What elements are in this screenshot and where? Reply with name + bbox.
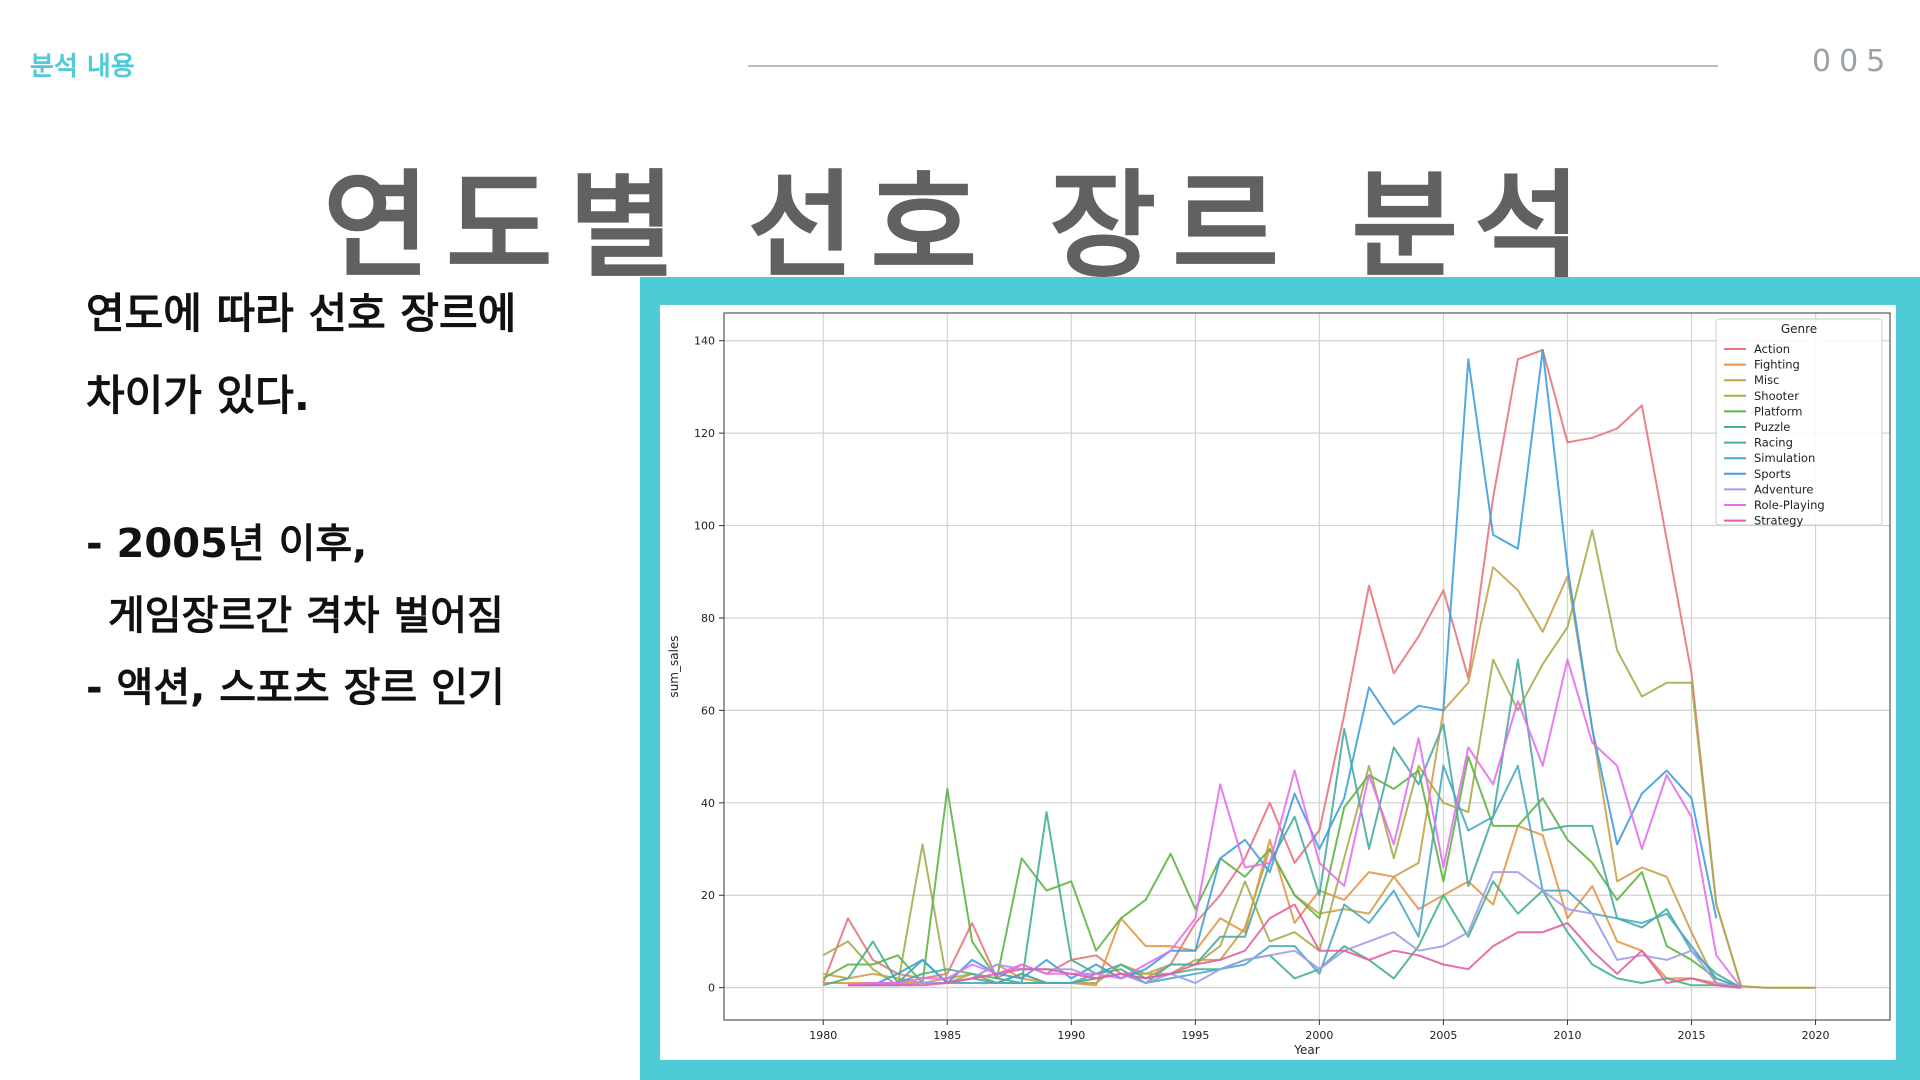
legend-box (1715, 318, 1883, 526)
legend-label: Action (1754, 342, 1790, 356)
series-line-adventure (847, 871, 1742, 989)
y-tick-label: 40 (701, 797, 715, 810)
chart-panel: 1980 1985 1990 1995 2000 2005 2010 2015 2020 0 20 4… (660, 305, 1896, 1060)
y-axis-label: sum_sales (667, 635, 681, 697)
y-tick-label: 100 (694, 520, 715, 533)
summary-text: 연도에 따라 선호 장르에 차이가 있다. - 2005년 이후, 게임장르간 … (86, 278, 626, 724)
series-line-sports (848, 349, 1718, 987)
series-line-platform (822, 755, 1742, 989)
series-line-strategy (848, 903, 1742, 989)
x-tick-label: 2005 (1429, 1029, 1457, 1042)
legend-label: Sports (1754, 467, 1791, 481)
legend-label: Role-Playing (1754, 498, 1825, 512)
line-chart: 1980 1985 1990 1995 2000 2005 2010 2015 2020 0 20 4… (667, 312, 1891, 1057)
legend-label: Fighting (1754, 358, 1800, 372)
section-label: 분석 내용 (30, 52, 135, 82)
x-tick-label: 2015 (1678, 1029, 1706, 1042)
summary-line-1: 연도에 따라 선호 장르에 (86, 289, 517, 338)
legend-label: Misc (1754, 373, 1779, 387)
series-line-fighting (823, 824, 1742, 989)
series-line-shooter (822, 529, 1816, 989)
bullet-1: - 2005년 이후, (86, 521, 368, 567)
plot-area (723, 312, 1891, 1021)
chart-frame: 1980 1985 1990 1995 2000 2005 2010 2015 2020 0 20 4… (640, 277, 1920, 1080)
y-tick-label: 0 (708, 982, 715, 995)
bullet-2: - 액션, 스포츠 장르 인기 (86, 665, 505, 711)
summary-gap (86, 442, 626, 508)
x-axis-label: Year (1293, 1043, 1319, 1057)
legend-label: Strategy (1754, 514, 1803, 528)
x-tick-label: 1990 (1057, 1029, 1085, 1042)
legend-label: Platform (1754, 404, 1803, 418)
x-tick-label: 2020 (1802, 1029, 1830, 1042)
series-line-puzzle (822, 811, 1742, 989)
slide-title: 연도별 선호 장르 분석 (323, 159, 1597, 294)
legend-title: Genre (1781, 322, 1817, 336)
legend-label: Simulation (1754, 451, 1815, 465)
x-tick-label: 2010 (1553, 1029, 1581, 1042)
legend-label: Puzzle (1754, 420, 1790, 434)
y-tick-label: 60 (701, 704, 715, 717)
y-tick-label: 120 (694, 427, 715, 440)
page-number: 005 (1812, 44, 1894, 79)
y-tick-label: 80 (701, 612, 715, 625)
summary-line-2: 차이가 있다. (86, 371, 310, 420)
legend-label: Racing (1754, 436, 1793, 450)
legend-label: Adventure (1754, 482, 1813, 496)
bullet-1-continuation: 게임장르간 격차 벌어짐 (108, 593, 504, 639)
x-tick-label: 1980 (809, 1029, 837, 1042)
header-divider (748, 65, 1718, 67)
x-tick-label: 1985 (933, 1029, 961, 1042)
series-line-action (822, 349, 1816, 989)
x-tick-label: 1995 (1181, 1029, 1209, 1042)
x-tick-label: 2000 (1305, 1029, 1333, 1042)
y-tick-label: 140 (694, 335, 715, 348)
legend-label: Shooter (1754, 389, 1799, 403)
y-tick-label: 20 (701, 889, 715, 902)
